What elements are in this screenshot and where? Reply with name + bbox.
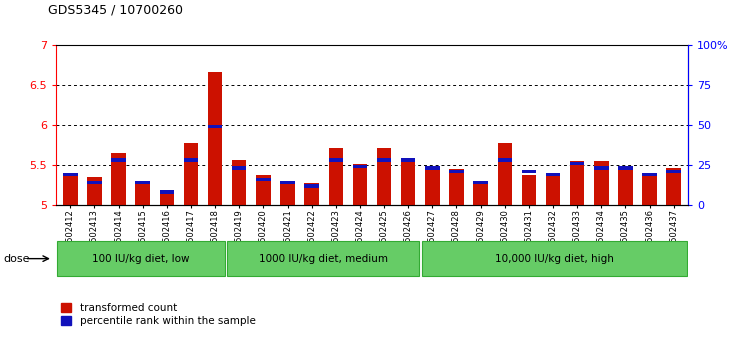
Bar xyxy=(87,181,102,184)
Bar xyxy=(280,183,295,205)
FancyBboxPatch shape xyxy=(422,241,687,276)
Bar xyxy=(304,184,319,188)
Bar xyxy=(184,158,198,162)
Bar xyxy=(353,165,368,168)
Bar xyxy=(256,175,271,205)
Bar xyxy=(618,166,632,170)
Bar xyxy=(160,192,174,205)
Bar xyxy=(376,148,391,205)
Bar xyxy=(304,183,319,205)
Bar xyxy=(498,158,512,162)
Bar xyxy=(87,177,102,205)
Bar xyxy=(594,166,609,170)
Bar xyxy=(546,173,560,176)
Bar xyxy=(232,160,246,205)
Text: GDS5345 / 10700260: GDS5345 / 10700260 xyxy=(48,3,183,16)
Bar xyxy=(63,173,77,176)
Bar xyxy=(135,181,150,205)
Bar xyxy=(135,181,150,184)
Bar xyxy=(570,161,584,205)
Bar xyxy=(449,169,464,205)
Bar xyxy=(473,181,488,184)
Legend: transformed count, percentile rank within the sample: transformed count, percentile rank withi… xyxy=(61,303,256,326)
Text: 100 IU/kg diet, low: 100 IU/kg diet, low xyxy=(92,254,190,264)
Bar xyxy=(401,158,415,162)
Bar xyxy=(667,168,681,205)
Bar xyxy=(232,166,246,170)
Bar xyxy=(498,143,512,205)
Bar xyxy=(667,170,681,173)
Bar xyxy=(522,170,536,173)
Bar xyxy=(208,72,222,205)
Bar xyxy=(353,164,368,205)
Bar xyxy=(546,176,560,205)
FancyBboxPatch shape xyxy=(57,241,225,276)
FancyBboxPatch shape xyxy=(227,241,420,276)
Bar xyxy=(522,175,536,205)
Bar xyxy=(208,125,222,129)
Bar xyxy=(473,181,488,205)
Text: dose: dose xyxy=(4,254,31,264)
Bar xyxy=(594,161,609,205)
Bar xyxy=(184,143,198,205)
Bar xyxy=(618,167,632,205)
Bar xyxy=(425,166,440,170)
Text: 10,000 IU/kg diet, high: 10,000 IU/kg diet, high xyxy=(495,254,614,264)
Bar xyxy=(401,159,415,205)
Bar xyxy=(112,158,126,162)
Bar xyxy=(570,162,584,165)
Bar xyxy=(642,173,657,176)
Bar xyxy=(280,181,295,184)
Bar xyxy=(160,190,174,194)
Bar xyxy=(425,169,440,205)
Bar xyxy=(329,148,343,205)
Bar xyxy=(256,178,271,181)
Bar xyxy=(112,153,126,205)
Bar xyxy=(376,158,391,162)
Bar xyxy=(329,158,343,162)
Text: 1000 IU/kg diet, medium: 1000 IU/kg diet, medium xyxy=(259,254,388,264)
Bar xyxy=(63,173,77,205)
Bar xyxy=(449,170,464,173)
Bar xyxy=(642,176,657,205)
